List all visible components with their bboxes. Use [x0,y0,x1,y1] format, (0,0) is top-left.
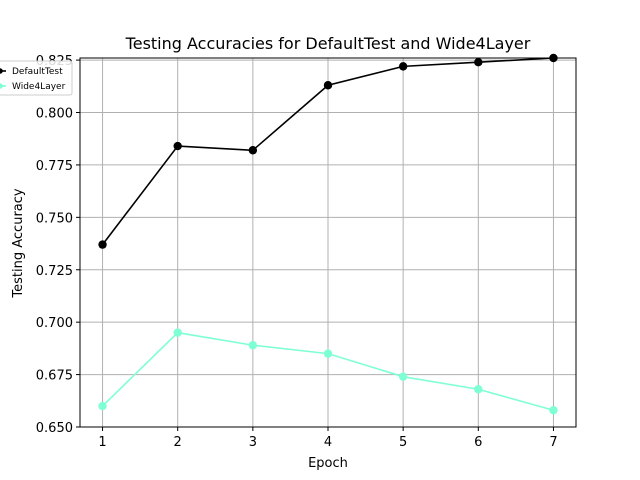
x-tick-label: 1 [98,435,106,450]
data-point-defaulttest [173,141,182,151]
x-tick-label: 4 [324,435,332,450]
data-point-wide4layer [98,401,107,411]
axis-ticks: 1 2 3 4 5 6 7 0.650 0.675 0.700 0.725 0.750 0.775 0.8… [36,54,558,450]
data-point-defaulttest [398,62,408,71]
data-point-defaulttest [323,81,333,90]
grid [80,58,576,428]
legend-box [0,60,73,96]
x-tick-label: 3 [249,435,257,450]
x-tick-label: 7 [549,435,557,450]
legend-swatch-marker [0,83,3,89]
data-point-wide4layer [248,341,258,350]
x-axis-label: Epoch [308,456,348,471]
legend: DefaultTest Wide4Layer [0,60,73,96]
y-tick-label: 0.725 [36,264,73,279]
data-point-defaulttest [98,240,107,249]
x-tick-label: 6 [474,435,482,450]
legend-label: Wide4Layer [12,82,66,92]
x-tick-label: 2 [174,435,182,450]
chart-title: Testing Accuracies for DefaultTest and W… [125,34,531,53]
data-point-wide4layer [173,328,182,337]
y-tick-label: 0.775 [36,159,73,174]
data-point-wide4layer [549,406,558,415]
data-point-defaulttest [248,146,258,155]
legend-label: DefaultTest [12,67,63,77]
data-point-wide4layer [323,349,333,358]
y-tick-label: 0.675 [36,369,73,384]
y-tick-label: 0.750 [36,211,73,226]
data-point-wide4layer [474,385,483,394]
series-group [98,53,558,415]
data-point-defaulttest [474,57,483,67]
x-tick-label: 5 [399,435,407,450]
y-tick-label: 0.800 [36,107,73,122]
y-tick-label: 0.650 [36,421,73,436]
legend-swatch-marker [0,68,3,74]
y-tick-label: 0.700 [36,316,73,331]
data-point-wide4layer [398,372,408,381]
y-axis-label: Testing Accuracy [11,188,26,298]
